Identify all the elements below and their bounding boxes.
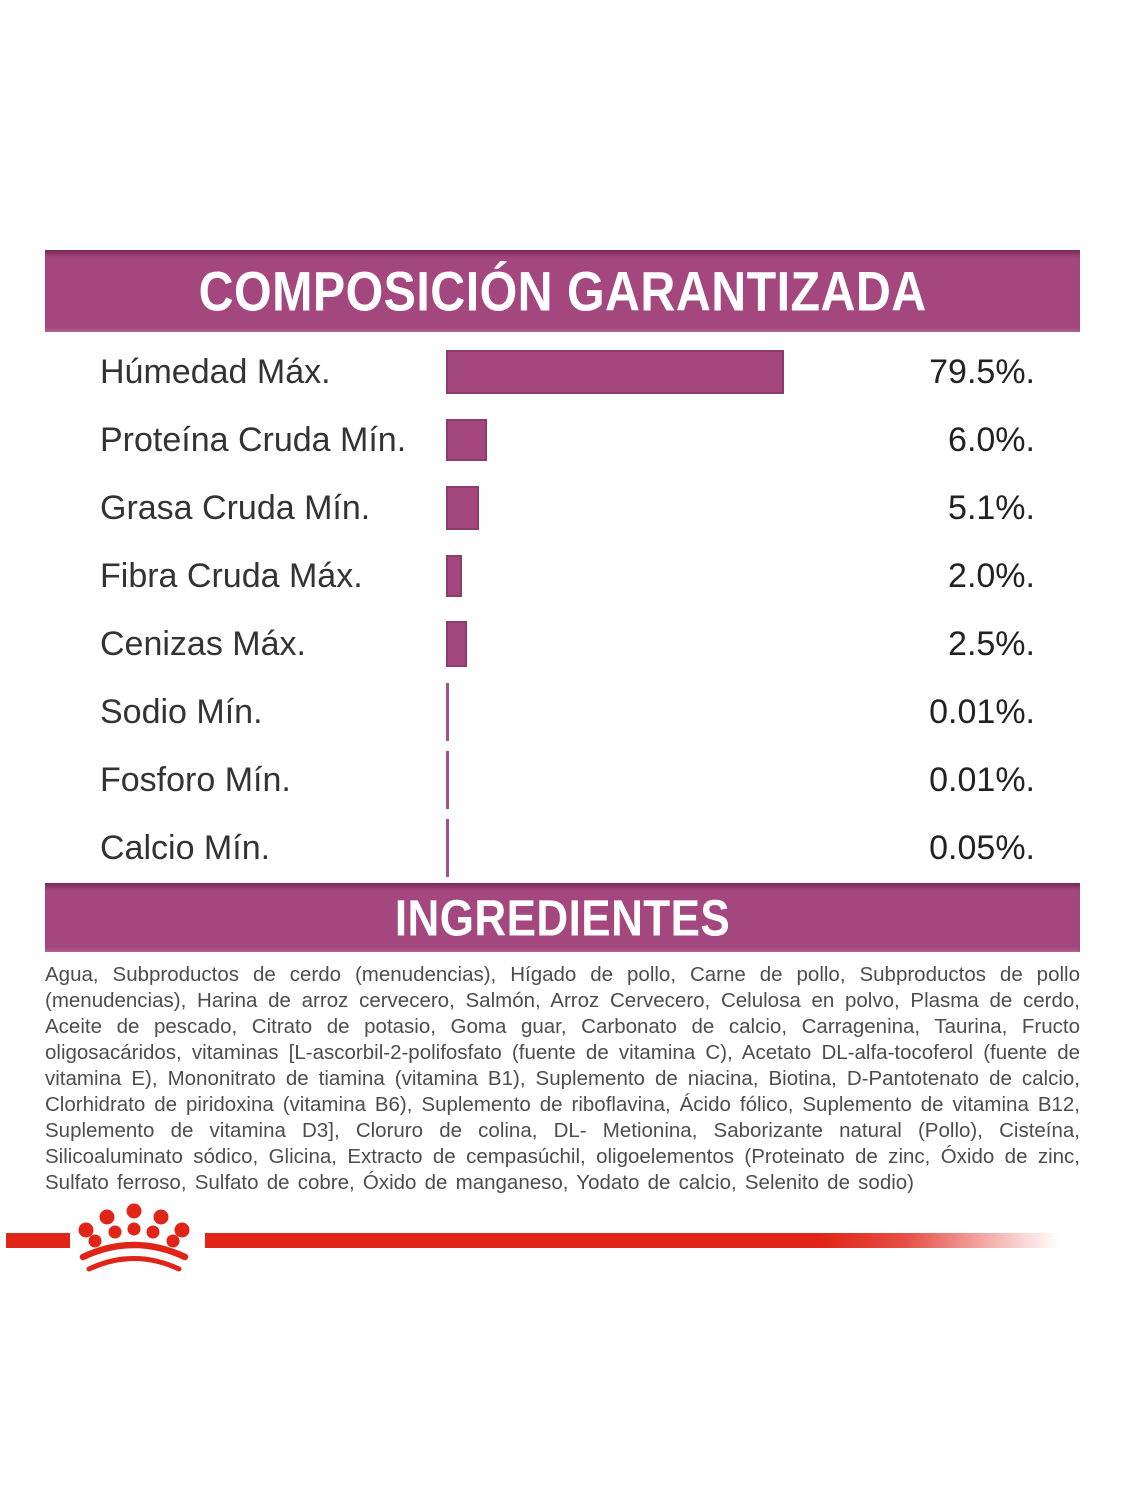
composition-header: COMPOSICIÓN GARANTIZADA	[45, 250, 1080, 332]
row-label: Húmedad Máx.	[100, 352, 331, 391]
row-value: 6.0%.	[948, 420, 1035, 459]
row-label: Cenizas Máx.	[100, 624, 306, 663]
bar-cell	[446, 419, 948, 461]
bar-cell	[446, 819, 929, 877]
row-value: 0.01%.	[929, 692, 1035, 731]
row-value: 0.05%.	[929, 828, 1035, 867]
row-label: Calcio Mín.	[100, 828, 271, 867]
chart-row: Proteína Cruda Mín. 6.0%.	[0, 406, 1125, 474]
row-label: Fosforo Mín.	[100, 760, 291, 799]
bar	[446, 419, 487, 461]
chart-row: Grasa Cruda Mín. 5.1%.	[0, 474, 1125, 542]
bar-cell	[446, 751, 929, 809]
row-label: Grasa Cruda Mín.	[100, 488, 371, 527]
bar	[446, 751, 449, 809]
chart-row: Fibra Cruda Máx. 2.0%.	[0, 542, 1125, 610]
brand-strip-left	[6, 1233, 70, 1248]
row-value: 2.5%.	[948, 624, 1035, 663]
bar-cell	[446, 683, 929, 741]
ingredients-header: INGREDIENTES	[45, 883, 1080, 952]
chart-row: Fosforo Mín. 0.01%.	[0, 746, 1125, 814]
brand-strip-right	[205, 1233, 1060, 1248]
royal-canin-crown-icon	[78, 1203, 190, 1272]
composition-chart: Húmedad Máx. 79.5%. Proteína Cruda Mín. …	[0, 338, 1125, 882]
bar	[446, 555, 462, 597]
ingredients-text: Agua, Subproductos de cerdo (menudencias…	[45, 963, 1080, 1194]
chart-row: Calcio Mín. 0.05%.	[0, 814, 1125, 882]
bar	[446, 350, 784, 394]
row-label: Proteína Cruda Mín.	[100, 420, 407, 459]
bar	[446, 683, 449, 741]
row-value: 5.1%.	[948, 488, 1035, 527]
chart-row: Húmedad Máx. 79.5%.	[0, 338, 1125, 406]
row-label: Fibra Cruda Máx.	[100, 556, 363, 595]
composition-title: COMPOSICIÓN GARANTIZADA	[198, 259, 927, 323]
bar-cell	[446, 621, 948, 667]
bar	[446, 621, 467, 667]
bar	[446, 819, 449, 877]
bar	[446, 486, 479, 530]
bar-cell	[446, 555, 948, 597]
bar-cell	[446, 350, 929, 394]
row-value: 0.01%.	[929, 760, 1035, 799]
row-value: 79.5%.	[929, 352, 1035, 391]
ingredients-title: INGREDIENTES	[394, 888, 731, 947]
row-value: 2.0%.	[948, 556, 1035, 595]
chart-row: Cenizas Máx. 2.5%.	[0, 610, 1125, 678]
row-label: Sodio Mín.	[100, 692, 263, 731]
chart-row: Sodio Mín. 0.01%.	[0, 678, 1125, 746]
bar-cell	[446, 486, 948, 530]
